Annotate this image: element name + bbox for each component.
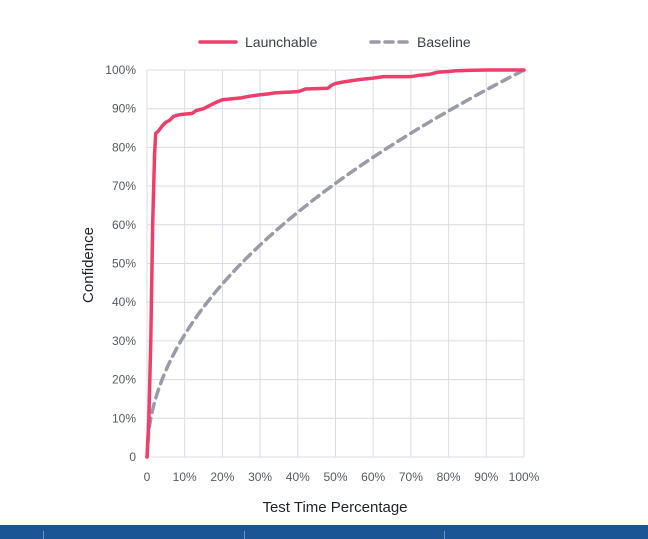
y-tick-label: 30% xyxy=(112,334,136,348)
y-tick-label: 10% xyxy=(112,411,136,425)
legend-launchable-label: Launchable xyxy=(245,34,318,50)
legend-baseline-label: Baseline xyxy=(417,34,471,50)
x-tick-label: 60% xyxy=(361,470,385,484)
confidence-chart: Launchable Baseline 0 10% 20% 30% 40% 50% 60% 7… xyxy=(80,34,540,516)
bar-divider xyxy=(444,531,445,539)
y-tick-label: 50% xyxy=(112,257,136,271)
x-tick-label: 30% xyxy=(248,470,272,484)
y-tick-label: 40% xyxy=(112,295,136,309)
grid xyxy=(146,69,525,458)
legend: Launchable Baseline xyxy=(198,34,471,50)
y-tick-label: 80% xyxy=(112,140,136,154)
x-tick-label: 40% xyxy=(286,470,310,484)
series-line-launchable xyxy=(145,68,526,459)
x-axis-ticks: 0 10% 20% 30% 40% 50% 60% 70% 80% 90% 100% xyxy=(144,470,540,484)
x-tick-label: 20% xyxy=(210,470,234,484)
x-tick-label: 80% xyxy=(437,470,461,484)
y-tick-label: 70% xyxy=(112,179,136,193)
x-tick-label: 90% xyxy=(474,470,498,484)
x-tick-label: 10% xyxy=(173,470,197,484)
y-axis-title: Confidence xyxy=(80,227,97,303)
x-tick-label: 0 xyxy=(144,470,151,484)
bottom-bar xyxy=(0,525,648,539)
y-tick-label: 100% xyxy=(105,63,136,77)
bar-divider xyxy=(244,531,245,539)
y-tick-label: 20% xyxy=(112,373,136,387)
x-tick-label: 70% xyxy=(399,470,423,484)
x-tick-label: 100% xyxy=(509,470,540,484)
y-axis-ticks: 0 10% 20% 30% 40% 50% 60% 70% 80% 90% 100% xyxy=(105,63,136,464)
bar-divider xyxy=(43,531,44,539)
series-line-baseline xyxy=(145,68,526,459)
y-tick-label: 0 xyxy=(129,450,136,464)
y-tick-label: 90% xyxy=(112,102,136,116)
x-axis-title: Test Time Percentage xyxy=(262,499,407,516)
series-lines xyxy=(145,68,526,459)
x-tick-label: 50% xyxy=(323,470,347,484)
y-tick-label: 60% xyxy=(112,218,136,232)
